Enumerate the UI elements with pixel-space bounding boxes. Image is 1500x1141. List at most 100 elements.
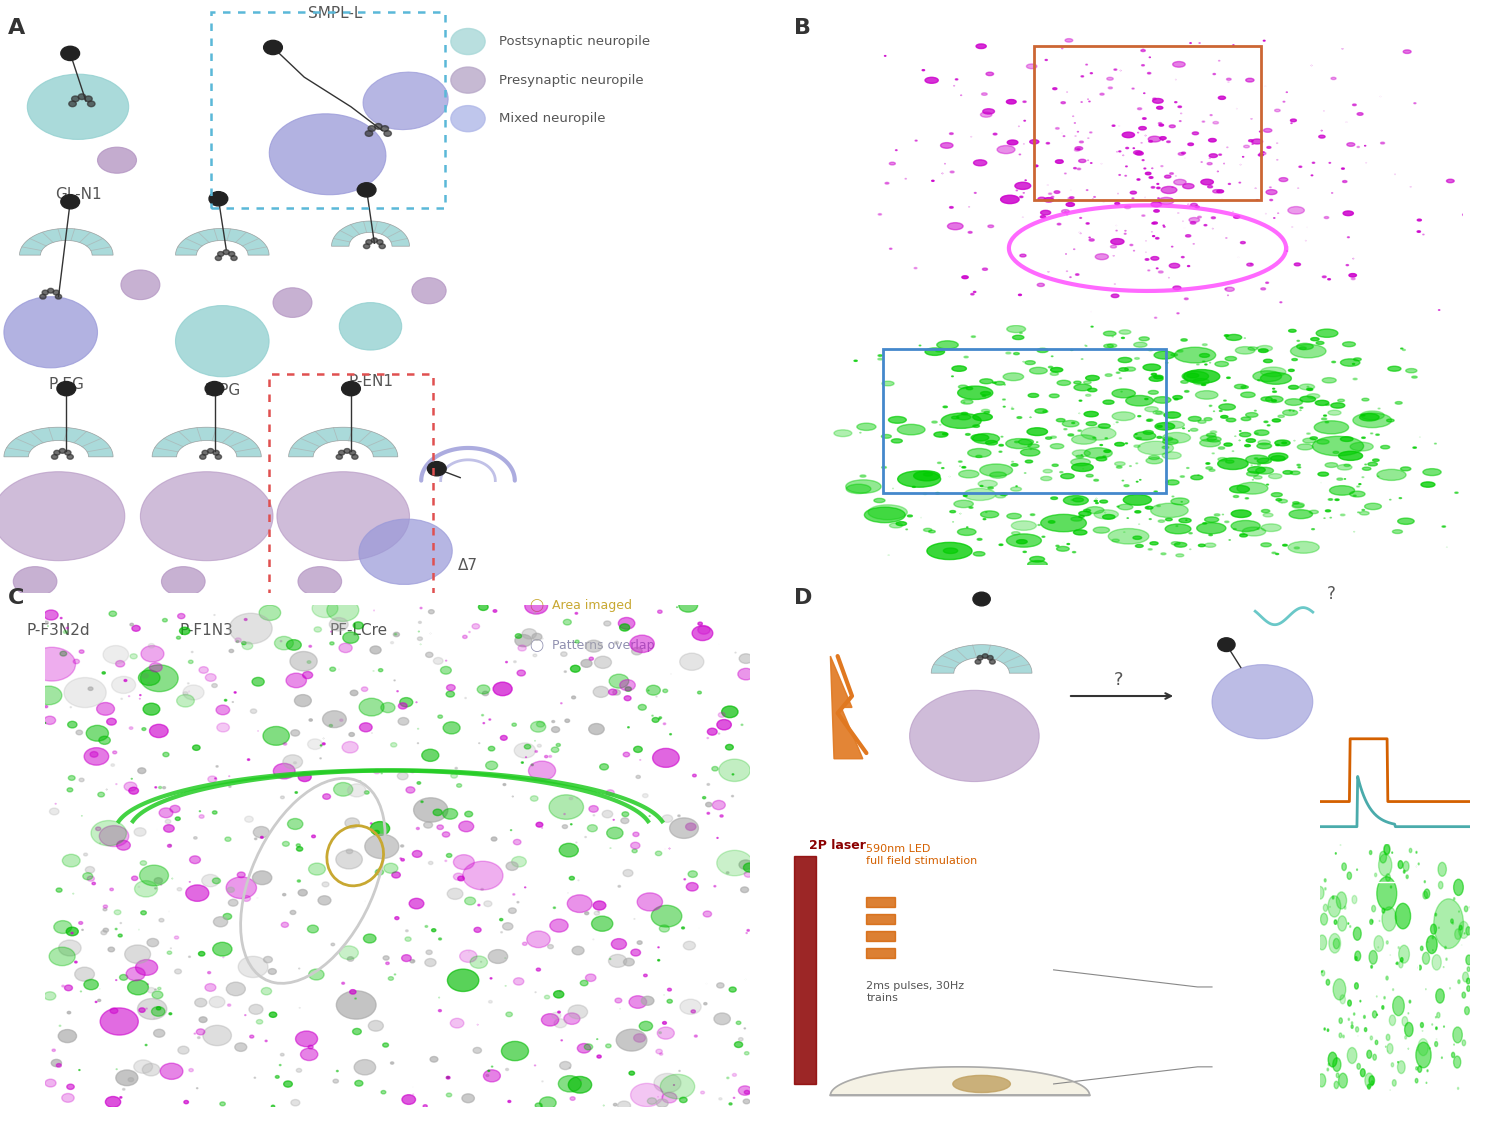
Circle shape: [1048, 193, 1052, 194]
Circle shape: [1118, 357, 1132, 363]
Circle shape: [540, 1097, 556, 1109]
Circle shape: [624, 696, 632, 701]
Circle shape: [60, 652, 66, 656]
Circle shape: [944, 406, 948, 407]
Circle shape: [1208, 162, 1212, 164]
Circle shape: [1078, 160, 1086, 162]
Ellipse shape: [4, 297, 98, 367]
Circle shape: [1316, 400, 1329, 405]
Circle shape: [560, 843, 579, 857]
Circle shape: [1262, 288, 1266, 290]
Circle shape: [108, 947, 114, 952]
Circle shape: [1226, 334, 1242, 340]
Circle shape: [1158, 270, 1162, 273]
Circle shape: [369, 1020, 384, 1031]
Circle shape: [1264, 421, 1268, 422]
Circle shape: [62, 195, 80, 209]
Circle shape: [982, 108, 994, 114]
Circle shape: [438, 715, 442, 719]
Circle shape: [1352, 896, 1358, 904]
Circle shape: [106, 719, 117, 725]
Circle shape: [1029, 367, 1047, 374]
Circle shape: [1030, 557, 1044, 563]
Circle shape: [452, 106, 484, 131]
Circle shape: [938, 462, 940, 463]
Circle shape: [994, 381, 1005, 386]
Ellipse shape: [358, 519, 453, 584]
Circle shape: [1023, 551, 1026, 552]
Circle shape: [1059, 471, 1064, 472]
Circle shape: [1044, 197, 1053, 202]
Circle shape: [228, 899, 238, 906]
Circle shape: [314, 626, 321, 632]
Circle shape: [1467, 966, 1470, 971]
Circle shape: [130, 654, 136, 658]
Circle shape: [344, 632, 358, 644]
Circle shape: [1156, 426, 1162, 428]
Circle shape: [976, 539, 982, 540]
Circle shape: [1352, 1025, 1353, 1028]
Circle shape: [644, 974, 646, 977]
Circle shape: [633, 832, 639, 836]
Circle shape: [1328, 896, 1341, 917]
Circle shape: [962, 276, 968, 278]
Circle shape: [1148, 349, 1154, 350]
Circle shape: [386, 962, 388, 964]
Circle shape: [1076, 274, 1078, 275]
Circle shape: [328, 725, 333, 727]
Circle shape: [1326, 510, 1330, 512]
Circle shape: [140, 865, 168, 885]
Circle shape: [993, 133, 998, 135]
Circle shape: [112, 751, 117, 754]
Circle shape: [1224, 521, 1228, 523]
Circle shape: [1246, 439, 1256, 443]
Circle shape: [1086, 422, 1096, 426]
Circle shape: [1366, 1050, 1371, 1059]
Circle shape: [308, 739, 322, 750]
Circle shape: [1042, 469, 1053, 472]
Circle shape: [1124, 494, 1152, 505]
Circle shape: [477, 685, 490, 694]
Circle shape: [410, 960, 414, 963]
Circle shape: [509, 908, 516, 914]
Circle shape: [1344, 464, 1350, 467]
Circle shape: [40, 294, 46, 299]
Circle shape: [501, 1042, 528, 1061]
Circle shape: [129, 727, 134, 729]
Circle shape: [147, 938, 159, 947]
Circle shape: [686, 823, 696, 831]
Circle shape: [1116, 372, 1120, 373]
Circle shape: [1191, 475, 1203, 479]
Circle shape: [726, 872, 729, 874]
Circle shape: [958, 470, 980, 478]
Circle shape: [1338, 916, 1347, 931]
Text: ?: ?: [1113, 671, 1124, 689]
Circle shape: [729, 1103, 732, 1104]
Circle shape: [290, 911, 296, 914]
Circle shape: [1137, 107, 1142, 110]
Circle shape: [1110, 245, 1116, 248]
Circle shape: [572, 946, 584, 955]
Circle shape: [1052, 464, 1058, 467]
Circle shape: [1306, 394, 1320, 398]
Circle shape: [1185, 298, 1188, 300]
Circle shape: [482, 889, 483, 890]
Circle shape: [1188, 416, 1202, 421]
Circle shape: [506, 861, 518, 871]
Circle shape: [1164, 412, 1180, 419]
Circle shape: [1360, 411, 1384, 420]
Circle shape: [141, 911, 147, 915]
Circle shape: [405, 937, 411, 941]
Circle shape: [1226, 22, 1232, 24]
Text: PF-LCre: PF-LCre: [330, 623, 388, 638]
Circle shape: [1028, 444, 1039, 448]
Circle shape: [614, 1103, 616, 1106]
Circle shape: [1174, 347, 1215, 363]
Circle shape: [1202, 179, 1214, 185]
Circle shape: [1401, 957, 1402, 962]
Circle shape: [1318, 135, 1324, 138]
Circle shape: [134, 827, 146, 836]
Circle shape: [1146, 420, 1150, 421]
Circle shape: [130, 623, 134, 626]
Circle shape: [142, 703, 160, 715]
